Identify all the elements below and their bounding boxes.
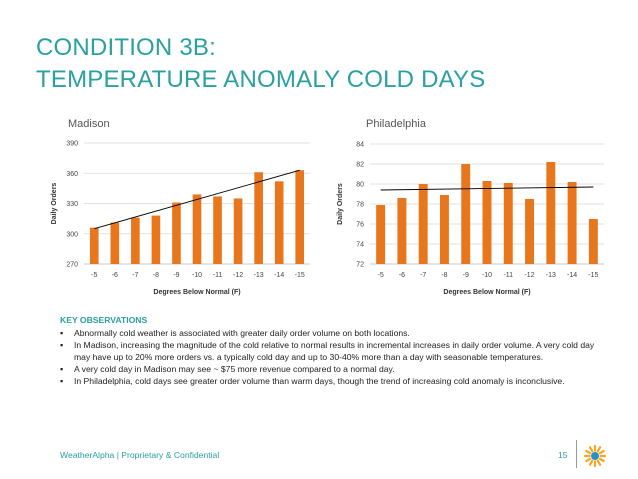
x-tick-label: -8	[441, 272, 447, 279]
x-tick-label: -14	[274, 272, 284, 279]
observation-item: In Philadelphia, cold days see greater o…	[60, 375, 608, 387]
logo-ray	[596, 459, 602, 466]
bar	[192, 194, 202, 264]
philadelphia-chart-svg: Philadelphia 72 74 76 78 80 82 84 -5 -6 -7 -8 -9 -10 -…	[337, 118, 604, 296]
y-tick-label: 74	[356, 242, 364, 249]
bar	[151, 215, 161, 264]
bar	[461, 164, 471, 264]
bar	[89, 227, 99, 264]
y-tick-label: 390	[66, 141, 78, 148]
footer-text: WeatherAlpha | Proprietary & Confidentia…	[60, 450, 220, 460]
y-tick-label: 76	[356, 222, 364, 229]
y-tick-label: 78	[356, 202, 364, 209]
footer-divider	[576, 440, 577, 468]
x-tick-label: -5	[91, 272, 97, 279]
x-tick-label: -5	[378, 272, 384, 279]
bar	[131, 217, 140, 264]
x-axis-title: Degrees Below Normal (F)	[153, 289, 240, 296]
x-tick-label: -9	[173, 272, 179, 279]
x-tick-label: -7	[132, 272, 138, 279]
logo-ray	[585, 457, 592, 463]
bar	[503, 183, 513, 264]
y-tick-label: 270	[66, 262, 78, 269]
x-tick-label: -10	[192, 272, 202, 279]
slide-title-line-1: CONDITION 3B:	[36, 34, 216, 61]
logo-ray	[588, 459, 594, 466]
x-tick-label: -15	[588, 272, 598, 279]
y-tick-label: 300	[66, 231, 78, 238]
x-tick-label: -14	[567, 272, 577, 279]
bar	[213, 196, 222, 264]
x-tick-label: -6	[399, 272, 405, 279]
observations-heading: KEY OBSERVATIONS	[60, 315, 148, 325]
y-tick-label: 82	[356, 162, 364, 169]
x-tick-label: -11	[213, 272, 223, 279]
x-tick-label: -12	[233, 272, 243, 279]
x-tick-label: -12	[524, 272, 534, 279]
x-tick-label: -13	[254, 272, 264, 279]
page-number: 15	[558, 450, 568, 460]
x-tick-label: -8	[153, 272, 159, 279]
trendline	[380, 186, 594, 191]
madison-chart-svg: Madison 270 300 330 360 390 -5 -6 -7 -8 -9 -10 -11 -1…	[51, 118, 310, 296]
bar	[567, 182, 577, 264]
chart-title: Madison	[68, 118, 110, 130]
bar	[274, 181, 284, 264]
slide-title: CONDITION 3B: TEMPERATURE ANOMALY COLD D…	[36, 32, 485, 96]
slide-title-line-2: TEMPERATURE ANOMALY COLD DAYS	[36, 66, 486, 93]
bar	[295, 170, 305, 264]
madison-chart: Madison 270 300 330 360 390 -5 -6 -7 -8 -9 -10 -11 -1…	[40, 112, 316, 302]
bar	[233, 198, 243, 264]
x-tick-label: -15	[295, 272, 305, 279]
logo-ray	[588, 446, 594, 453]
bar	[546, 162, 556, 264]
x-tick-label: -7	[420, 272, 426, 279]
x-tick-label: -9	[463, 272, 469, 279]
y-tick-label: 360	[66, 171, 78, 178]
y-axis-title: Daily Orders	[337, 183, 344, 225]
observation-item: Abnormally cold weather is associated wi…	[60, 327, 608, 339]
y-axis-title: Daily Orders	[51, 183, 58, 225]
philadelphia-chart: Philadelphia 72 74 76 78 80 82 84 -5 -6 -7 -8 -9 -10 -…	[330, 112, 610, 302]
bar	[439, 195, 449, 264]
sun-logo-icon	[584, 445, 606, 467]
y-tick-label: 72	[356, 262, 364, 269]
trendline	[94, 169, 300, 230]
bar	[110, 222, 120, 264]
bar	[172, 202, 181, 264]
logo-ray	[596, 446, 602, 453]
logo-ray	[598, 457, 605, 463]
logo-ray	[598, 449, 605, 455]
x-tick-label: -11	[503, 272, 513, 279]
logo-ray	[585, 449, 592, 455]
y-tick-label: 80	[356, 182, 364, 189]
observation-item: In Madison, increasing the magnitude of …	[60, 339, 608, 363]
observations-list: Abnormally cold weather is associated wi…	[60, 327, 608, 387]
x-tick-label: -13	[546, 272, 556, 279]
bar	[482, 181, 492, 264]
x-axis-title: Degrees Below Normal (F)	[443, 289, 530, 296]
bar	[376, 205, 386, 264]
key-observations: KEY OBSERVATIONS Abnormally cold weather…	[60, 314, 608, 387]
y-tick-label: 84	[356, 142, 364, 149]
bar	[588, 219, 598, 264]
bar	[525, 199, 535, 264]
bar	[397, 198, 407, 264]
observation-item: A very cold day in Madison may see ~ $75…	[60, 363, 608, 375]
x-tick-label: -6	[112, 272, 118, 279]
bar	[418, 184, 428, 264]
bar	[254, 172, 263, 264]
x-tick-label: -10	[482, 272, 492, 279]
y-tick-label: 330	[66, 201, 78, 208]
chart-title: Philadelphia	[366, 118, 427, 130]
